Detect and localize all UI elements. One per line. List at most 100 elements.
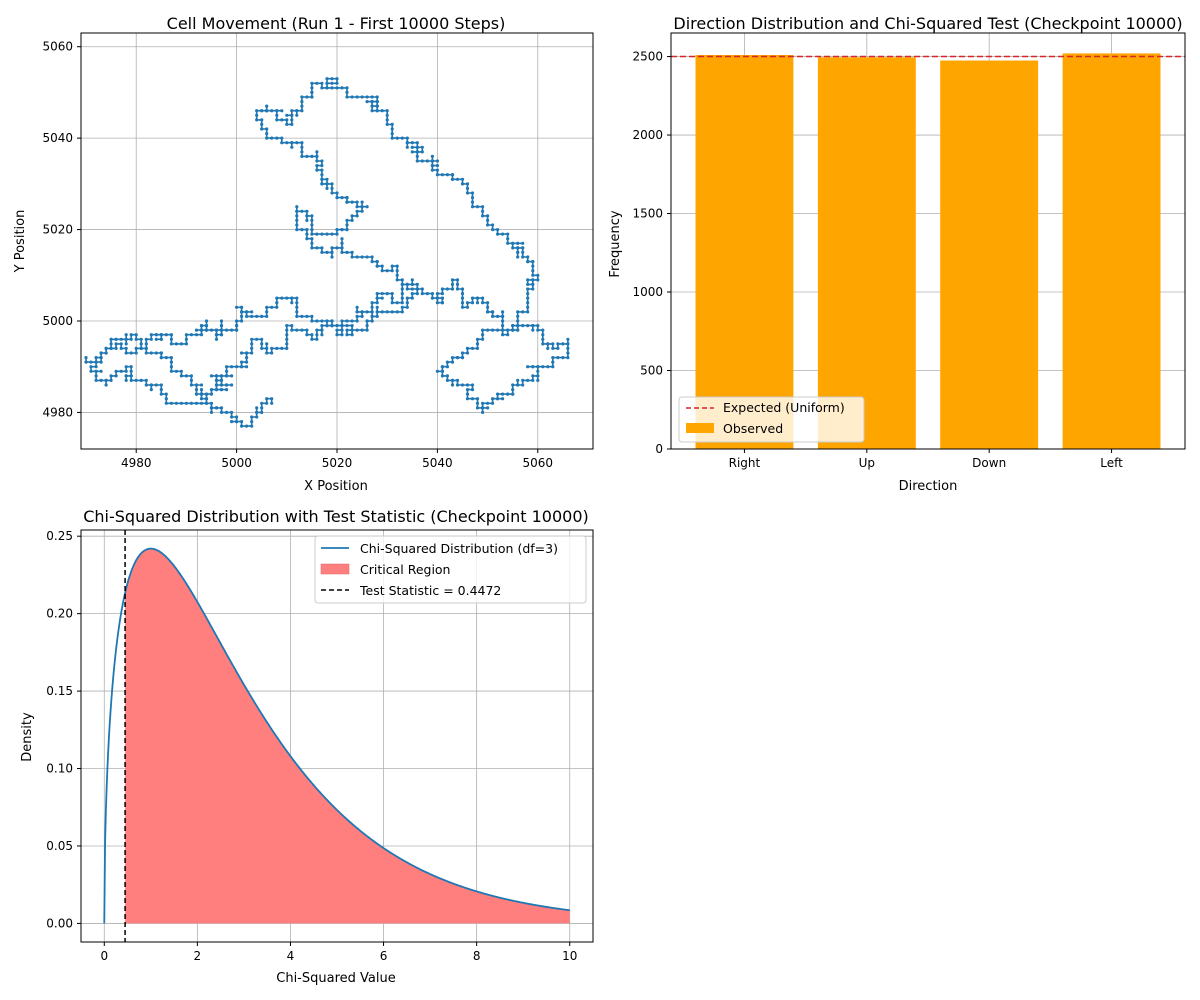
walk-point [501, 324, 505, 328]
walk-point [491, 223, 495, 227]
walk-point [240, 351, 244, 355]
walk-point [541, 342, 545, 346]
walk-point [445, 287, 449, 291]
walk-point [330, 186, 334, 190]
walk-point [405, 301, 409, 305]
walk-point [496, 314, 500, 318]
chi-xtick-label: 8 [473, 949, 481, 963]
walk-point [230, 365, 234, 369]
walk-point [370, 310, 374, 314]
walk-point [245, 314, 249, 318]
walk-point [290, 113, 294, 117]
walk-point [345, 324, 349, 328]
walk-point [280, 141, 284, 145]
walk-point [134, 337, 138, 341]
walk-point [470, 388, 475, 392]
chi-ytick-label: 0.00 [46, 916, 73, 930]
walk-point [496, 328, 500, 332]
walk-point [315, 333, 319, 337]
walk-point [109, 374, 113, 378]
walk-point [285, 346, 289, 350]
walk-point [270, 351, 274, 355]
walk-point [260, 127, 264, 131]
walk-point [129, 337, 133, 341]
walk-point [350, 200, 354, 204]
walk-point [425, 292, 429, 296]
walk-point [475, 406, 480, 410]
walk-point [214, 374, 219, 378]
walk-point [225, 369, 229, 373]
walk-point [250, 310, 254, 314]
walk-point [310, 337, 314, 341]
walk-point [425, 159, 429, 163]
walk-point [315, 164, 319, 168]
walk-point [260, 342, 264, 346]
walk-point [345, 86, 349, 90]
walk-point [506, 392, 510, 396]
walk-point [465, 383, 470, 387]
walk-point [209, 328, 214, 332]
walk-point [194, 401, 199, 405]
walk-point [531, 378, 535, 382]
walk-point [310, 241, 314, 245]
walk-point [255, 109, 259, 113]
walk-point [380, 109, 384, 113]
walk-point [240, 305, 244, 309]
bar-left [1062, 53, 1161, 450]
walk-point [506, 333, 510, 337]
walk-point [455, 356, 460, 360]
walk-point [345, 200, 349, 204]
walk-point [385, 292, 389, 296]
walk-point [430, 296, 434, 300]
walk-point [470, 205, 475, 209]
cell-movement-chart: Cell Movement (Run 1 - First 10000 Steps… [13, 14, 594, 494]
walk-point [370, 104, 374, 108]
walk-point [124, 369, 128, 373]
walk-point [345, 228, 349, 232]
walk-point [531, 365, 535, 369]
walk-point [255, 406, 259, 410]
walk-point [214, 378, 219, 382]
walk-point [551, 346, 555, 350]
walk-point [440, 369, 444, 373]
chi-ytick-label: 0.20 [46, 607, 73, 621]
walk-point [375, 104, 379, 108]
walk-point [325, 77, 329, 81]
walk-point [531, 287, 535, 291]
walk-point [551, 365, 555, 369]
walk-point [275, 136, 279, 140]
walk-point [345, 95, 349, 99]
walk-point [235, 319, 239, 323]
walk-point [325, 186, 329, 190]
walk-point [305, 333, 309, 337]
walk-point [245, 424, 249, 428]
walk-point [465, 397, 470, 401]
walk-point [310, 314, 314, 318]
walk-point [265, 397, 269, 401]
walk-point [290, 324, 294, 328]
walk-point [521, 255, 525, 259]
chi-squared-chart: Chi-Squared Distribution with Test Stati… [20, 507, 594, 986]
walk-point [285, 333, 289, 337]
walk-point [491, 397, 495, 401]
walk-point [486, 223, 490, 227]
walk-point [435, 159, 439, 163]
walk-point [255, 118, 259, 122]
walk-point [159, 333, 163, 337]
walk-point [526, 282, 530, 286]
walk-point [420, 159, 424, 163]
walk-point [154, 383, 158, 387]
walk-point [370, 305, 374, 309]
walk-point [124, 378, 128, 382]
walk-point [174, 401, 178, 405]
walk-point [179, 374, 183, 378]
walk-point [350, 95, 354, 99]
walk-point [129, 369, 133, 373]
walk-point [290, 328, 294, 332]
walk-point [305, 237, 309, 241]
walk-point [415, 282, 419, 286]
walk-point [275, 113, 279, 117]
walk-point [521, 310, 525, 314]
walk-point [104, 346, 108, 350]
walk-point [260, 122, 264, 126]
